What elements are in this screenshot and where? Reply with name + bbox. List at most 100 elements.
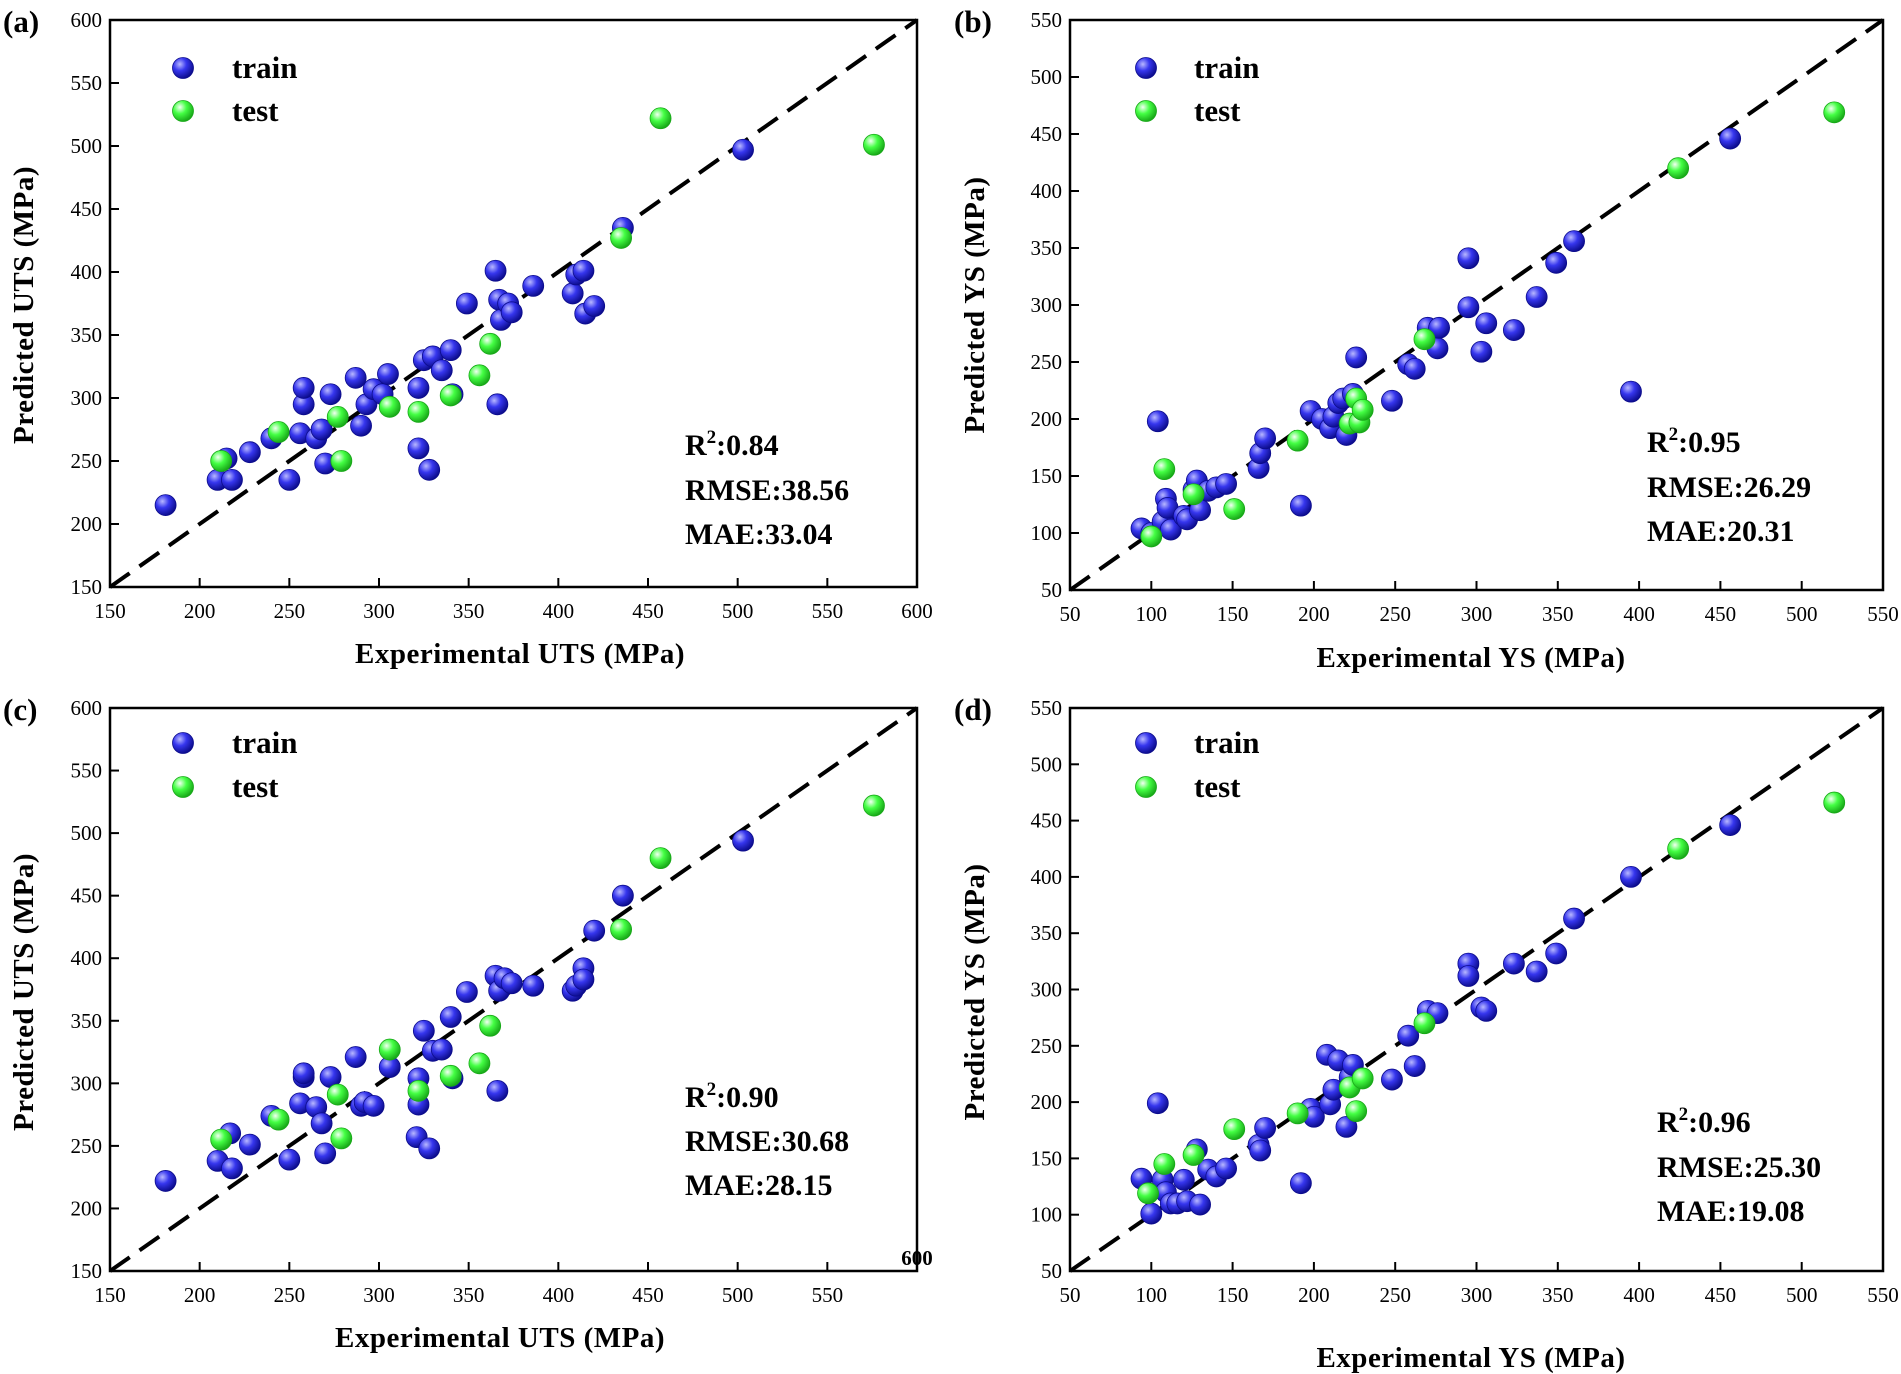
x-tick-label: 300 <box>363 599 395 623</box>
train-point <box>522 274 545 297</box>
test-point <box>1823 101 1846 124</box>
train-point <box>611 884 634 907</box>
test-point <box>649 107 672 130</box>
x-tick-label: 200 <box>184 1283 216 1307</box>
x-tick-label: 150 <box>94 599 126 623</box>
train-point <box>484 259 507 282</box>
x-tick-label: 200 <box>1298 602 1330 626</box>
train-point <box>1457 247 1480 270</box>
train-point <box>1189 1193 1211 1216</box>
plot-frame <box>108 706 919 1273</box>
x-tick-label: 400 <box>1623 602 1655 626</box>
train-point <box>154 494 177 517</box>
mae-annotation: MAE:33.04 <box>685 518 832 551</box>
test-point <box>1153 1153 1176 1175</box>
x-axis-title: Experimental UTS (MPa) <box>335 1322 665 1354</box>
y-tick-label: 300 <box>1031 978 1063 1002</box>
x-tick-label: 350 <box>453 599 485 623</box>
x-tick-label: 550 <box>812 599 844 623</box>
test-point <box>1413 1012 1436 1035</box>
y-axis-title: Predicted UTS (MPa) <box>8 166 40 444</box>
train-point <box>1457 296 1480 319</box>
train-point <box>486 393 509 416</box>
legend-label-test: test <box>232 769 279 804</box>
y-tick-label: 500 <box>1031 65 1063 89</box>
test-point <box>1140 525 1163 548</box>
mae-annotation: MAE:19.08 <box>1657 1195 1804 1228</box>
train-point <box>407 377 430 399</box>
test-point <box>407 400 430 423</box>
panel-b: 50 100 150 200 250 300 350 400 450 500 550 50 100 150… <box>951 0 1901 687</box>
rmse-annotation: RMSE:25.30 <box>1657 1151 1821 1184</box>
train-point <box>1470 340 1493 363</box>
test-point <box>1823 791 1846 814</box>
rmse-annotation: RMSE:38.56 <box>685 474 849 507</box>
y-tick-label: 500 <box>71 134 103 158</box>
y-axis-title: Predicted UTS (MPa) <box>8 853 40 1131</box>
y-tick-label: 450 <box>1031 809 1063 833</box>
y-tick-label: 150 <box>71 1259 103 1283</box>
x-tick-label: 50 <box>1060 1283 1081 1307</box>
train-point <box>439 1006 462 1028</box>
test-point <box>326 1083 349 1106</box>
y-tick-label: 350 <box>1031 921 1063 945</box>
train-point <box>583 295 606 317</box>
x-tick-label: 250 <box>1379 1283 1411 1307</box>
y-axis-title: Predicted YS (MPa) <box>959 863 991 1120</box>
panel-c: 150 200 250 300 350 400 450 500 550 150 200 250 300 3… <box>0 687 950 1374</box>
mae-annotation: MAE:20.31 <box>1647 515 1794 548</box>
y-tick-label: 350 <box>71 323 103 347</box>
train-point <box>310 1112 333 1135</box>
x-tick-label: 450 <box>1705 602 1737 626</box>
r2-annotation: R2:0.96 <box>1657 1104 1751 1139</box>
y-tick-label: 600 <box>71 696 103 720</box>
rmse-annotation: RMSE:30.68 <box>685 1125 849 1158</box>
y-tick-label: 300 <box>1031 293 1063 317</box>
train-point <box>1140 1202 1163 1225</box>
y-tick-label: 400 <box>71 946 103 970</box>
test-point <box>1137 1182 1159 1205</box>
train-point <box>1403 357 1426 380</box>
y-tick-label: 450 <box>1031 122 1063 146</box>
y-tick-label: 550 <box>1031 696 1063 720</box>
y-tick-label: 500 <box>71 821 103 845</box>
r2-annotation: R2:0.84 <box>685 427 779 462</box>
stray-tick-label: 600 <box>901 1246 933 1270</box>
test-point <box>1667 157 1690 180</box>
y-tick-label: 350 <box>1031 236 1063 260</box>
legend-marker-test <box>172 100 194 122</box>
train-point <box>430 359 453 382</box>
train-point <box>572 968 595 991</box>
y-tick-label: 100 <box>1031 521 1063 545</box>
test-point <box>1345 1100 1368 1123</box>
train-point <box>732 138 754 161</box>
x-tick-label: 200 <box>184 599 216 623</box>
r2-annotation: R2:0.90 <box>685 1079 779 1114</box>
y-tick-label: 550 <box>71 759 103 783</box>
x-tick-label: 350 <box>453 1283 485 1307</box>
y-tick-label: 200 <box>1031 1090 1063 1114</box>
x-tick-label: 450 <box>632 599 664 623</box>
train-point <box>1545 942 1568 965</box>
train-point <box>1563 907 1585 930</box>
test-point <box>1153 458 1176 481</box>
y-tick-label: 200 <box>1031 407 1063 431</box>
train-point <box>1502 952 1525 975</box>
train-point <box>1215 473 1237 495</box>
x-tick-label: 300 <box>1461 1283 1493 1307</box>
test-point <box>479 332 502 355</box>
panel-label: (d) <box>954 692 992 727</box>
y-tick-label: 350 <box>71 1009 103 1033</box>
test-point <box>468 364 491 387</box>
train-point <box>1719 127 1742 150</box>
test-point <box>330 1127 353 1150</box>
y-tick-label: 300 <box>71 1071 103 1095</box>
train-point <box>500 301 523 324</box>
test-point <box>479 1014 502 1037</box>
x-tick-label: 400 <box>543 1283 575 1307</box>
scatter-chart: 150 200 250 300 350 400 450 500 550 600 150 200 250 3… <box>3 4 933 670</box>
y-tick-label: 150 <box>71 575 103 599</box>
y-axis-title: Predicted YS (MPa) <box>959 176 991 433</box>
y-tick-label: 150 <box>1031 464 1063 488</box>
train-point <box>221 468 243 491</box>
